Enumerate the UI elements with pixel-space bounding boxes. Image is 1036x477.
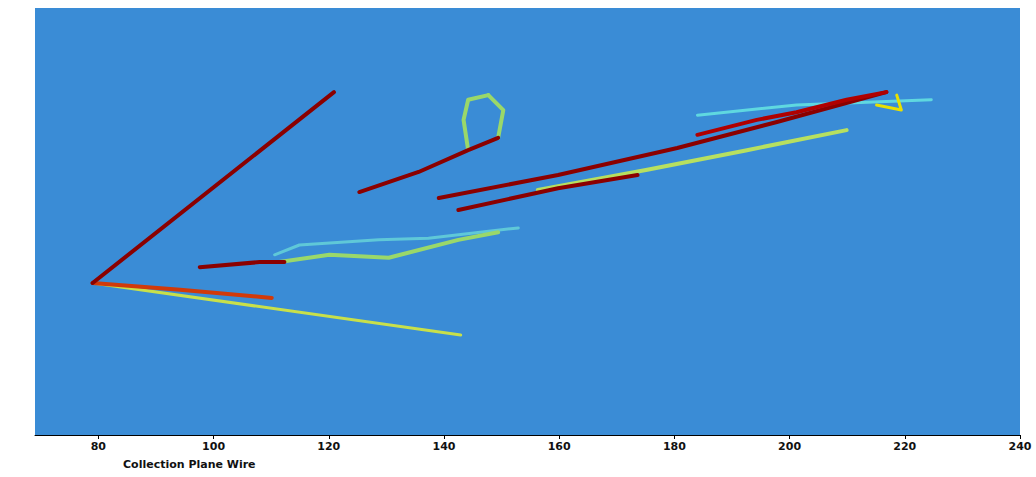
svg-text:120: 120 — [317, 440, 340, 453]
svg-text:160: 160 — [548, 440, 571, 453]
svg-text:100: 100 — [202, 440, 225, 453]
svg-text:220: 220 — [893, 440, 916, 453]
svg-text:80: 80 — [91, 440, 107, 453]
svg-text:240: 240 — [1009, 440, 1032, 453]
svg-text:200: 200 — [778, 440, 801, 453]
svg-text:180: 180 — [663, 440, 686, 453]
svg-text:Collection Plane Wire: Collection Plane Wire — [123, 458, 256, 471]
svg-text:140: 140 — [432, 440, 455, 453]
